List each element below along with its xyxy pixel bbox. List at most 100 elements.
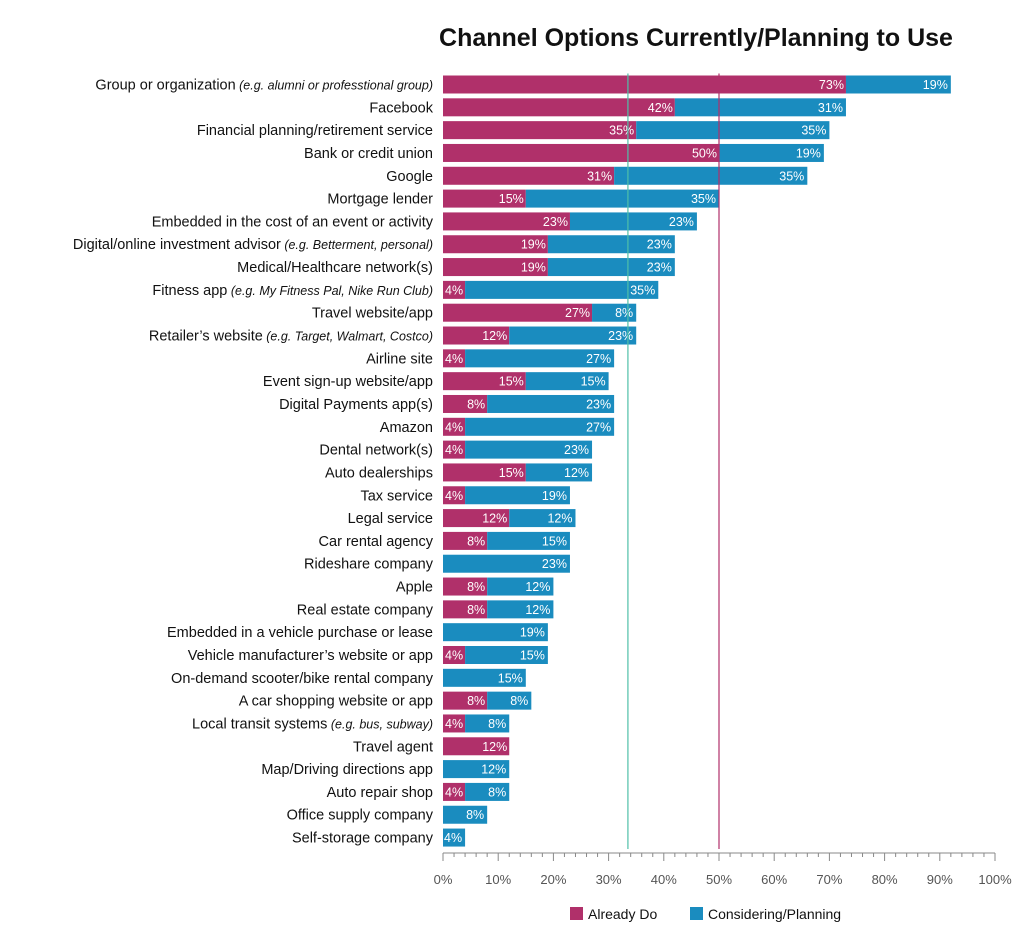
bars-layer: 73% 19% 42% 31% 35% 35% 50% 19% 31% 35% 15% 35% 23% 2…: [443, 75, 951, 847]
bar-considering: [443, 760, 510, 779]
bar-considering: [719, 143, 824, 162]
x-tick-label: 0%: [434, 872, 453, 887]
bar-considering: [465, 417, 615, 436]
category-label: Embedded in the cost of an event or acti…: [152, 214, 434, 230]
bar-label-considering: 23%: [542, 557, 567, 571]
category-label: Google: [386, 169, 433, 185]
category-label-text: Airline site: [366, 351, 433, 367]
bar-considering: [636, 121, 830, 140]
bar-considering: [443, 805, 488, 824]
bar-label-already-do: 19%: [521, 261, 546, 275]
category-label-text: Retailer’s website: [149, 329, 263, 345]
category-label-text: Auto dealerships: [325, 465, 433, 481]
bar-label-already-do: 27%: [565, 306, 590, 320]
bar-already-do: [443, 326, 510, 345]
bar-label-considering: 23%: [564, 443, 589, 457]
category-label: A car shopping website or app: [239, 694, 433, 710]
bar-label-considering: 31%: [818, 101, 843, 115]
category-label: Travel agent: [353, 739, 433, 755]
category-label: Bank or credit union: [304, 146, 433, 162]
bar-considering: [465, 714, 510, 733]
bar-considering: [614, 166, 808, 185]
category-label-text: Office supply company: [287, 808, 434, 824]
category-label: Car rental agency: [319, 534, 434, 550]
bar-already-do: [443, 509, 510, 528]
bar-label-considering: 19%: [520, 626, 545, 640]
bar-label-already-do: 73%: [819, 78, 844, 92]
bar-considering: [487, 600, 554, 619]
category-label-text: On-demand scooter/bike rental company: [171, 671, 434, 687]
bar-label-considering: 19%: [542, 489, 567, 503]
category-label: Real estate company: [297, 602, 434, 618]
bar-label-considering: 12%: [525, 603, 550, 617]
bar-already-do: [443, 782, 466, 801]
category-label-text: Fitness app: [152, 283, 227, 299]
bar-label-already-do: 4%: [445, 649, 463, 663]
bar-label-considering: 23%: [647, 261, 672, 275]
category-label: Legal service: [348, 511, 433, 527]
bar-label-considering: 23%: [586, 397, 611, 411]
bar-label-considering: 35%: [779, 169, 804, 183]
category-label-text: Mortgage lender: [327, 192, 433, 208]
bar-label-already-do: 4%: [445, 717, 463, 731]
x-tick-label: 30%: [596, 872, 622, 887]
category-label: Map/Driving directions app: [261, 762, 433, 778]
bar-considering: [487, 691, 532, 710]
category-label: Auto dealerships: [325, 465, 433, 481]
category-label: Digital/online investment advisor (e.g. …: [73, 237, 433, 253]
bar-considering: [487, 531, 570, 550]
category-label-text: Event sign-up website/app: [263, 374, 433, 390]
category-label-text: Embedded in a vehicle purchase or lease: [167, 625, 433, 641]
bar-considering: [674, 98, 846, 117]
bar-already-do: [443, 394, 488, 413]
category-label-text: Travel agent: [353, 739, 433, 755]
bar-label-already-do: 15%: [499, 375, 524, 389]
category-note: (e.g. alumni or professtional group): [236, 79, 433, 93]
x-tick-label: 70%: [816, 872, 842, 887]
bar-considering: [592, 303, 637, 322]
x-tick-label: 50%: [706, 872, 732, 887]
x-tick-label: 60%: [761, 872, 787, 887]
bar-label-considering: 4%: [444, 831, 462, 845]
bar-considering: [845, 75, 951, 94]
bar-already-do: [443, 235, 548, 254]
bar-considering: [465, 349, 615, 368]
category-label: Fitness app (e.g. My Fitness Pal, Nike R…: [152, 283, 433, 299]
category-label-text: Auto repair shop: [327, 785, 433, 801]
bar-considering: [443, 668, 526, 687]
bar-label-already-do: 23%: [543, 215, 568, 229]
bar-considering: [547, 235, 675, 254]
category-label-text: Amazon: [380, 420, 433, 436]
bar-already-do: [443, 75, 846, 94]
category-label-text: Financial planning/retirement service: [197, 123, 433, 139]
bar-label-already-do: 4%: [445, 283, 463, 297]
category-label: Vehicle manufacturer’s website or app: [188, 648, 433, 664]
bar-label-already-do: 50%: [692, 146, 717, 160]
category-label-text: Tax service: [360, 488, 433, 504]
bar-label-considering: 15%: [498, 671, 523, 685]
category-label: Facebook: [369, 100, 433, 116]
bar-label-already-do: 12%: [482, 740, 507, 754]
category-label-text: Embedded in the cost of an event or acti…: [152, 214, 434, 230]
bar-already-do: [443, 486, 466, 505]
bar-label-considering: 12%: [547, 512, 572, 526]
bar-already-do: [443, 372, 526, 391]
bar-label-considering: 15%: [581, 375, 606, 389]
bar-considering: [465, 782, 510, 801]
category-label: Mortgage lender: [327, 192, 433, 208]
bar-label-already-do: 4%: [445, 420, 463, 434]
bar-already-do: [443, 349, 466, 368]
category-label: Self-storage company: [292, 831, 434, 847]
category-label-text: Vehicle manufacturer’s website or app: [188, 648, 433, 664]
category-note: (e.g. Target, Walmart, Costco): [263, 330, 433, 344]
bar-label-considering: 19%: [796, 146, 821, 160]
bar-label-already-do: 4%: [445, 489, 463, 503]
bar-label-already-do: 8%: [467, 694, 485, 708]
bar-label-considering: 12%: [525, 580, 550, 594]
bar-label-already-do: 42%: [648, 101, 673, 115]
bar-considering: [525, 189, 719, 208]
category-label: Group or organization (e.g. alumni or pr…: [95, 78, 433, 94]
category-label: Medical/Healthcare network(s): [237, 260, 433, 276]
bar-already-do: [443, 166, 615, 185]
